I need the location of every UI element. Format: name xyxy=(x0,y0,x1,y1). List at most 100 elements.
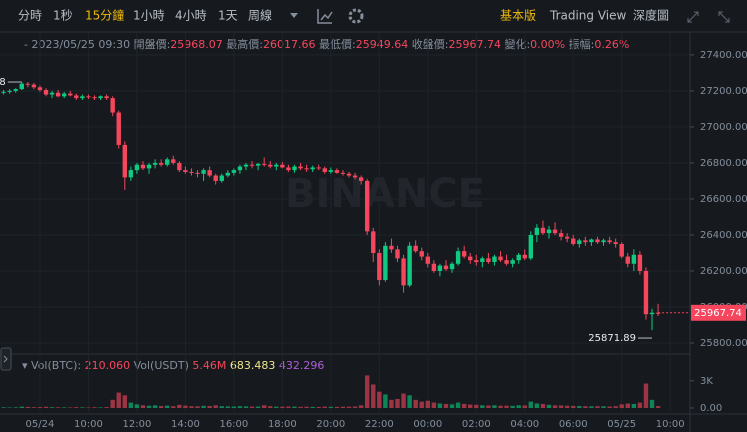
volume-bar xyxy=(268,406,273,408)
candle-body xyxy=(474,260,479,262)
candle-body xyxy=(43,90,49,95)
interval-tab[interactable]: 15分鐘 xyxy=(85,8,124,23)
candle-body xyxy=(110,98,115,113)
volume-bar xyxy=(510,405,515,408)
candle-body xyxy=(243,164,249,167)
candle-body xyxy=(383,245,388,280)
interval-tab[interactable]: 4小時 xyxy=(175,9,207,23)
candle-body xyxy=(449,263,455,270)
volume-bar xyxy=(189,406,194,408)
candle-body xyxy=(255,163,261,166)
candle-body xyxy=(558,233,564,237)
candle-body xyxy=(340,172,346,174)
candle-body xyxy=(498,256,503,261)
view-tab[interactable]: 深度圖 xyxy=(633,8,669,23)
candle-body xyxy=(322,168,327,172)
volume-bar xyxy=(583,406,588,408)
indicator-icon[interactable] xyxy=(317,9,333,24)
volume-bar xyxy=(595,406,600,408)
volume-bar xyxy=(655,406,661,408)
volume-bar xyxy=(316,407,321,408)
vol-ma1: 683.483 xyxy=(230,359,276,372)
candle-body xyxy=(619,243,624,257)
candle-body xyxy=(286,167,291,171)
candle-body xyxy=(637,254,643,271)
x-tick-label: 16:00 xyxy=(219,419,248,430)
candle-body xyxy=(280,164,285,168)
candle-body xyxy=(304,168,309,170)
interval-tab[interactable]: 分時 xyxy=(18,9,42,23)
fullscreen-icon[interactable] xyxy=(687,11,699,23)
collapse-button[interactable] xyxy=(0,347,12,371)
interval-tab[interactable]: 1秒 xyxy=(53,9,73,23)
volume-bar xyxy=(371,384,376,408)
volume-bar xyxy=(328,406,334,408)
volume-bar xyxy=(225,406,231,408)
candle-body xyxy=(365,180,370,232)
last-price-tag xyxy=(691,304,746,321)
candle-body xyxy=(165,159,170,165)
candle-body xyxy=(146,164,152,169)
volume-bar xyxy=(292,406,297,408)
candle-body xyxy=(631,254,637,264)
more-intervals[interactable] xyxy=(290,13,298,18)
volume-bar xyxy=(158,406,164,408)
candle-body xyxy=(231,170,237,173)
volume-bar xyxy=(49,407,55,408)
interval-tab[interactable]: 1天 xyxy=(218,9,238,23)
volume-bar xyxy=(589,406,594,408)
candle-body xyxy=(225,172,231,176)
volume-bar xyxy=(98,407,103,408)
volume-bar xyxy=(365,375,370,408)
collapse-arrow xyxy=(3,355,8,363)
candle-body xyxy=(134,164,140,171)
volume-bar xyxy=(619,404,624,408)
x-tick-label: 14:00 xyxy=(171,419,200,430)
info-label: 最高價: xyxy=(226,37,263,51)
interval-tab[interactable]: 1小時 xyxy=(133,9,165,23)
volume-bar xyxy=(564,405,570,408)
volume-bar xyxy=(286,406,291,408)
volume-bar xyxy=(116,392,121,408)
candle-body xyxy=(358,177,364,181)
candle-body xyxy=(407,245,412,286)
volume-bar xyxy=(498,405,503,408)
candle-body xyxy=(195,172,200,174)
volume-bar xyxy=(280,406,285,408)
candle-body xyxy=(261,163,267,165)
candle-body xyxy=(577,240,582,244)
candle-body xyxy=(98,96,103,99)
view-tab[interactable]: 基本版 xyxy=(500,9,536,23)
candle-body xyxy=(31,84,37,88)
candle-body xyxy=(298,166,303,169)
volume-bar xyxy=(237,406,243,408)
view-tab[interactable]: Trading View xyxy=(549,9,627,23)
volume-bar xyxy=(195,406,200,408)
settings-icon[interactable] xyxy=(348,8,364,24)
interval-tab[interactable]: 周線 xyxy=(248,8,272,23)
volume-bar xyxy=(480,405,485,408)
volume-bar xyxy=(649,399,655,408)
volume-bar xyxy=(213,405,218,408)
volume-bar xyxy=(134,404,140,408)
info-label: 收盤價: xyxy=(412,37,449,51)
candle-body xyxy=(468,256,473,261)
volume-bar xyxy=(474,404,479,408)
vol-label: Vol(USDT) xyxy=(134,359,189,372)
candle-body xyxy=(419,251,424,257)
x-tick-label: 22:00 xyxy=(365,419,394,430)
expand-icon[interactable] xyxy=(718,11,730,23)
volume-bar xyxy=(92,407,97,408)
candle-body xyxy=(140,164,146,169)
candle-body xyxy=(346,173,352,176)
volume-bar xyxy=(304,406,309,408)
volume-bar xyxy=(207,406,212,408)
high-label: 27249.38 xyxy=(0,77,6,88)
candle-body xyxy=(334,170,340,173)
candle-body xyxy=(104,96,109,99)
candle-body xyxy=(316,167,321,169)
candle-body xyxy=(177,162,182,171)
volume-bar xyxy=(231,406,237,408)
candle-body xyxy=(625,256,630,264)
x-tick-label: 18:00 xyxy=(268,419,297,430)
